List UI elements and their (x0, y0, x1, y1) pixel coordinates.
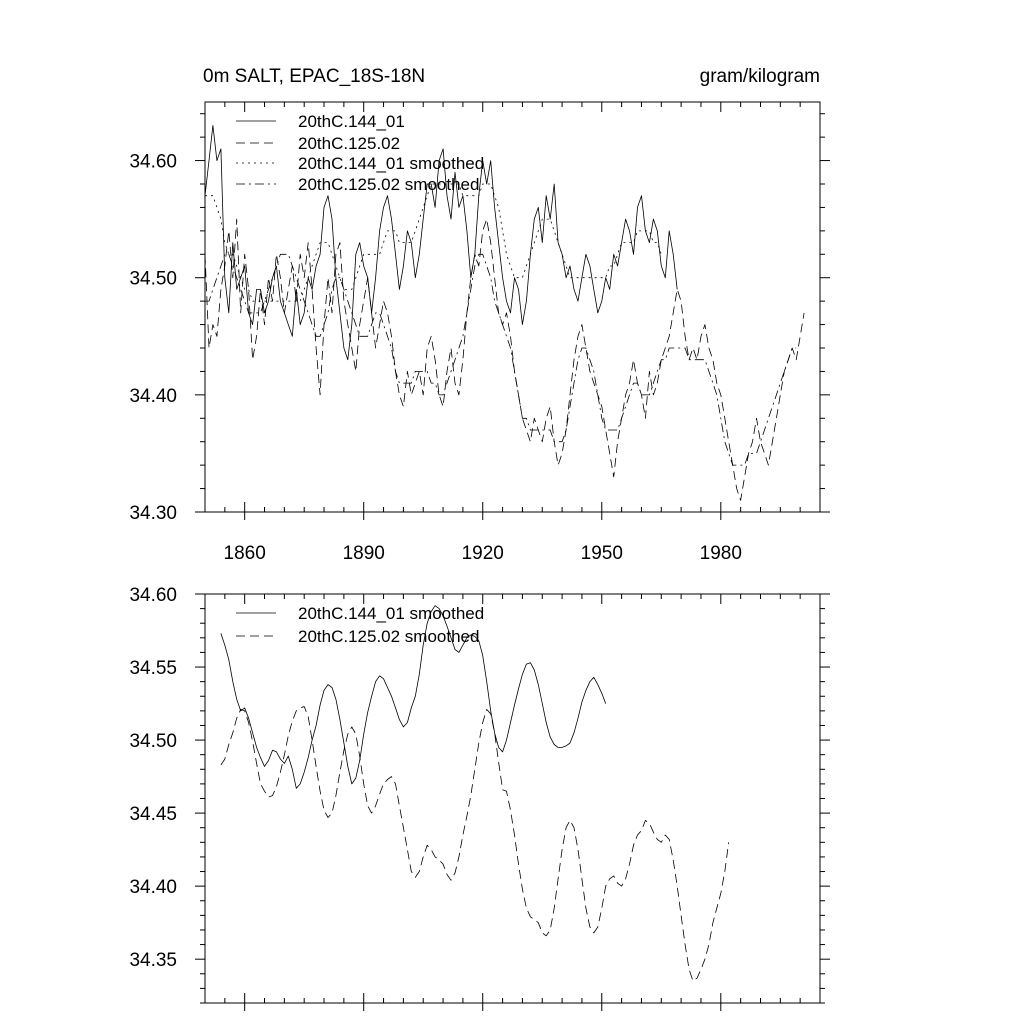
x-tick-label: 1920 (462, 543, 504, 564)
y-tick-label: 34.30 (129, 503, 177, 524)
y-tick-label: 34.55 (129, 658, 177, 679)
y-tick-label: 34.60 (129, 152, 177, 173)
top-chart-title: 0m SALT, EPAC_18S-18N (203, 66, 425, 87)
y-tick-label: 34.50 (129, 269, 177, 290)
series-line-0-1 (204, 218, 805, 501)
series-line-0-3 (205, 253, 797, 466)
top-panel: 0m SALT, EPAC_18S-18N gram/kilogram 1860… (129, 66, 830, 564)
y-tick-label: 34.45 (129, 804, 177, 825)
bottom-legend-label-smoothed-125: 20thC.125.02 smoothed (298, 627, 479, 646)
top-plot-area (204, 125, 805, 501)
bottom-plot-area (220, 605, 730, 982)
plot-frame (204, 101, 821, 513)
x-tick-label: 1860 (224, 543, 266, 564)
plot-frame (204, 593, 821, 1004)
y-tick-label: 34.40 (129, 386, 177, 407)
bottom-legend: 20thC.144_01 smoothed 20thC.125.02 smoot… (236, 604, 484, 646)
series-line-0-2 (205, 183, 662, 302)
series-line-1-0 (220, 605, 607, 789)
top-axes: 1860 1890 1920 1950 1980 34.30 34.40 34.50 34.60 (129, 101, 830, 564)
top-legend-label-raw-144: 20thC.144_01 (298, 112, 405, 131)
series-line-0-0 (204, 125, 678, 361)
bottom-axes: 34.35 34.40 34.45 34.50 34.55 34.60 (129, 585, 830, 1011)
x-tick-label: 1980 (700, 543, 742, 564)
top-chart-units: gram/kilogram (700, 66, 820, 87)
y-tick-label: 34.40 (129, 877, 177, 898)
bottom-legend-label-smoothed-144: 20thC.144_01 smoothed (298, 604, 484, 623)
x-tick-label: 1890 (343, 543, 385, 564)
top-legend-label-smoothed-125: 20thC.125.02 smoothed (298, 175, 479, 194)
y-tick-label: 34.50 (129, 731, 177, 752)
top-legend-label-raw-125: 20thC.125.02 (298, 134, 400, 153)
series-line-1-1 (220, 706, 730, 982)
y-tick-label: 34.60 (129, 585, 177, 606)
y-tick-label: 34.35 (129, 950, 177, 971)
top-legend: 20thC.144_01 20thC.125.02 20thC.144_01 s… (236, 112, 484, 194)
bottom-panel: 34.35 34.40 34.45 34.50 34.55 34.60 20thC.144… (129, 585, 830, 1011)
top-legend-label-smoothed-144: 20thC.144_01 smoothed (298, 154, 484, 173)
x-tick-label: 1950 (581, 543, 623, 564)
